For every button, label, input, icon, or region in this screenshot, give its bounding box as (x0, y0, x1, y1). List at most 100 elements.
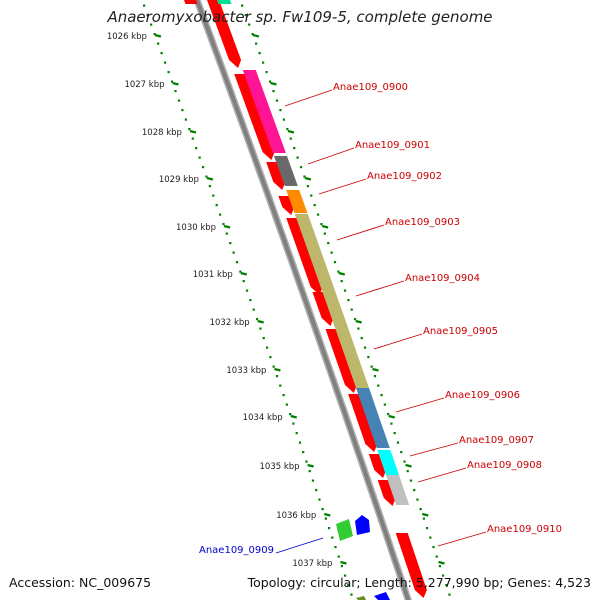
tick-mark (290, 414, 297, 419)
tick-label: 1034 kbp (243, 413, 283, 423)
ruler-dot (160, 52, 163, 55)
ruler-dot (289, 413, 292, 416)
outer-tick-mark (388, 414, 395, 419)
ruler-dot (191, 137, 194, 140)
outer-ruler-dot (441, 574, 445, 577)
ruler-dot (225, 232, 228, 235)
ruler-dot (164, 61, 167, 64)
function-band (356, 388, 390, 448)
cds-arrow (207, 0, 242, 68)
ruler-dot (150, 23, 153, 26)
outer-ruler-dot (353, 318, 357, 321)
gene-label-text: Anae109_0900 (333, 82, 408, 93)
outer-tick-mark (421, 512, 429, 517)
tick-label: 1037 kbp (292, 559, 332, 569)
outer-ruler-dot (289, 137, 292, 140)
outer-ruler-dot (360, 337, 363, 340)
outer-ruler-dot (396, 441, 400, 444)
outer-tick-mark (338, 271, 346, 276)
outer-ruler-dot (316, 213, 320, 216)
outer-ruler-dot (377, 384, 380, 387)
tick-mark (223, 224, 231, 229)
outer-ruler-dot (422, 517, 425, 520)
outer-ruler-dot (268, 80, 272, 83)
ruler-dot (327, 527, 331, 530)
function-band (356, 596, 366, 600)
outer-ruler-dot (367, 356, 370, 359)
function-band (242, 70, 286, 153)
leader-line (284, 89, 333, 107)
outer-ruler-dot (429, 536, 432, 539)
outer-ruler-dot (286, 128, 289, 131)
ruler-dot (170, 80, 174, 83)
tick-label: 1026 kbp (107, 32, 147, 42)
function-band (336, 519, 353, 541)
ruler-dot (143, 4, 146, 7)
gene-label-text: Anae109_0904 (405, 273, 480, 284)
outer-ruler-dot (293, 147, 296, 150)
outer-ruler-dot (248, 23, 251, 26)
outer-ruler-dot (413, 489, 416, 492)
outer-ruler-dot (390, 422, 393, 425)
outer-tick-mark (372, 367, 379, 372)
gene-label-text: Anae109_0901 (355, 140, 430, 151)
gene-label-text: Anae109_0907 (459, 435, 534, 446)
ruler-dot (212, 194, 215, 197)
outer-ruler-dot (406, 470, 409, 473)
ruler-dot (177, 99, 181, 102)
gene-label-anae109-0903: Anae109_0903 (336, 217, 460, 241)
ruler-dot (201, 166, 205, 169)
outer-ruler-dot (432, 546, 435, 549)
ruler-dot (242, 280, 245, 283)
ruler-dot (295, 432, 298, 435)
outer-ruler-dot (438, 565, 442, 568)
ruler-dot (331, 536, 334, 539)
cds-arrow-reverse (374, 592, 390, 600)
outer-ruler-dot (387, 413, 390, 416)
ruler-dot (167, 71, 170, 74)
leader-line (275, 537, 324, 554)
ruler-dot (259, 327, 262, 330)
ruler-dot (318, 498, 321, 501)
outer-ruler-dot (313, 204, 316, 207)
ruler-dot (157, 42, 160, 45)
outer-ruler-dot (241, 4, 244, 7)
feature-tracks (183, 0, 427, 600)
function-band (273, 156, 298, 186)
outer-ruler-dot (299, 166, 303, 169)
tick-label: 1031 kbp (193, 270, 233, 280)
leader-line (307, 147, 355, 165)
ruler-dot (298, 441, 302, 444)
gene-label-anae109-0904: Anae109_0904 (355, 273, 480, 297)
outer-tick-mark (287, 129, 295, 134)
tick-label: 1030 kbp (176, 223, 216, 233)
outer-ruler-dot (262, 61, 265, 64)
ruler-dot (215, 204, 218, 207)
outer-tick-mark (304, 176, 312, 181)
ruler-dot (188, 128, 191, 131)
outer-ruler-dot (296, 156, 299, 159)
tick-mark (172, 81, 179, 86)
function-band (385, 475, 410, 505)
outer-ruler-dot (363, 346, 367, 349)
tick-label: 1035 kbp (260, 462, 300, 472)
ruler-dot (334, 546, 337, 549)
outer-tick-mark (405, 463, 412, 468)
outer-ruler-dot (265, 71, 268, 74)
tick-label: 1036 kbp (276, 511, 316, 521)
ruler-dot (205, 175, 208, 178)
ruler-dot (232, 251, 235, 254)
coordinate-ruler: 1026 kbp 1027 kbp 1028 kbp 1029 kbp 1030 kbp… (107, 4, 451, 596)
ruler-dot (239, 270, 242, 273)
gene-labels: Anae109_0900 Anae109_0901 Anae109_0902 Anae… (199, 82, 562, 556)
tick-mark (154, 33, 162, 38)
ruler-dot (181, 109, 184, 112)
gene-label-text: Anae109_0908 (467, 460, 542, 471)
ruler-dot (146, 14, 149, 17)
outer-ruler-dot (350, 308, 353, 311)
ruler-dot (245, 289, 249, 292)
accession-text: Accession: NC_009675 (9, 575, 152, 590)
ruler-dot (255, 318, 259, 321)
outer-ruler-dot (337, 270, 340, 273)
outer-ruler-dot (327, 242, 330, 245)
